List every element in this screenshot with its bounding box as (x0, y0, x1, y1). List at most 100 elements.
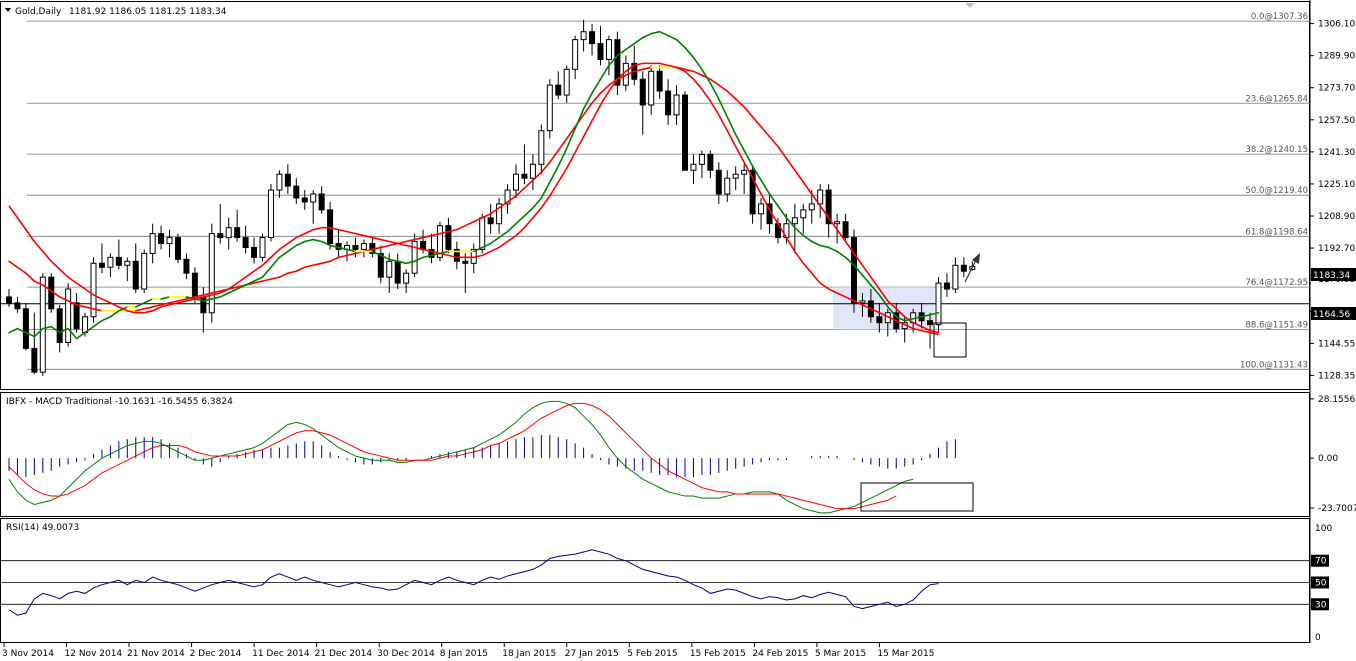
candle (673, 85, 680, 125)
price-tick-label: 1144.55 (1318, 339, 1355, 349)
candlesticks (6, 19, 976, 377)
fib-level-label: 76.4@1172.95 (1245, 278, 1308, 288)
rsi-series (8, 549, 939, 616)
candle (31, 312, 38, 375)
macd-tick-label: 0.00 (1318, 454, 1338, 464)
candle (56, 304, 63, 353)
macd-signal-line (8, 402, 897, 510)
candle (842, 213, 849, 242)
candle (149, 223, 156, 264)
price-axis: 1306.10 1289.90 1273.70 1257.50 1241.30 1225.… (1310, 20, 1355, 381)
fib-level-label: 100.0@1131.43 (1240, 360, 1308, 370)
macd-line (8, 400, 914, 514)
candle (470, 243, 477, 274)
fib-level-label: 61.8@1198.64 (1245, 227, 1308, 237)
candle (369, 237, 376, 258)
candle (335, 229, 342, 258)
price-title: Gold,Daily 1181.92 1186.05 1181.25 1183.… (5, 7, 227, 17)
candle (141, 249, 148, 293)
candle (318, 186, 325, 214)
fib-level-label: 23.6@1265.84 (1245, 94, 1308, 104)
candle (656, 65, 663, 100)
candle (39, 273, 46, 377)
candle (513, 164, 519, 198)
candle (597, 25, 604, 66)
candle (453, 241, 460, 270)
dropdown-triangle-icon (5, 8, 11, 12)
slow-moving-average (8, 66, 940, 334)
candle (690, 154, 697, 185)
candle (538, 124, 545, 175)
candle (546, 79, 553, 139)
candle (614, 31, 621, 96)
candle (504, 184, 511, 214)
candle (462, 253, 469, 293)
price-tick-label: 1225.10 (1318, 180, 1355, 190)
macd-axis: 28.1556 0.00 -23.7007 (1310, 395, 1356, 514)
date-tick-label: 5 Mar 2015 (815, 649, 866, 659)
candle (310, 190, 317, 224)
shift-marker-icon[interactable] (965, 3, 975, 8)
date-tick-label: 30 Dec 2014 (377, 649, 435, 659)
fast-ema-line (8, 62, 939, 336)
date-tick-label: 21 Dec 2014 (315, 649, 373, 659)
candle (208, 223, 215, 323)
candle (487, 203, 494, 234)
date-tick-label: 21 Nov 2014 (127, 649, 185, 659)
price-tick-label: 1208.90 (1318, 212, 1355, 222)
price-tick-label: 1241.30 (1318, 148, 1355, 158)
candle (496, 197, 503, 234)
candle (935, 277, 942, 333)
candle (665, 79, 672, 125)
candle (521, 144, 528, 185)
ohlc-readout: 1181.92 1186.05 1181.25 1183.34 (69, 7, 227, 17)
rsi-levels (1, 560, 1310, 605)
candle (242, 225, 249, 254)
candle (14, 296, 21, 313)
date-tick-label: 5 Feb 2015 (627, 649, 677, 659)
candle (183, 253, 190, 280)
candle (234, 209, 241, 242)
date-tick-label: 8 Jan 2015 (440, 649, 488, 659)
candle (580, 19, 587, 52)
candle (648, 65, 655, 115)
candle (943, 273, 950, 297)
candle (682, 91, 688, 171)
candle (394, 253, 401, 290)
macd-highlight-box (860, 482, 974, 512)
macd-panel-frame (0, 392, 1310, 517)
rsi-panel-frame (0, 518, 1310, 643)
price-tick-label: 1257.50 (1318, 116, 1355, 126)
candle (428, 233, 435, 264)
moving-averages (8, 30, 940, 340)
candle (158, 225, 165, 250)
macd-lines (8, 400, 914, 514)
fib-level-label: 0.0@1307.36 (1251, 12, 1308, 22)
candle (732, 166, 739, 191)
candle (276, 170, 283, 198)
support-price-label: 1164.56 (1313, 310, 1350, 320)
candle (327, 201, 334, 250)
fast-moving-average (8, 30, 940, 340)
candle (65, 283, 72, 347)
candle (73, 292, 80, 333)
candle (817, 184, 824, 218)
last-price-tag: 1183.34 (1311, 268, 1356, 281)
candle (217, 203, 224, 244)
fib-level-label: 50.0@1219.40 (1245, 186, 1308, 196)
candle (952, 257, 959, 293)
support-zone-highlight (833, 287, 935, 330)
date-tick-label: 11 Dec 2014 (252, 649, 310, 659)
candle (293, 178, 300, 204)
candle (445, 217, 452, 254)
trend-arrow-icon (964, 253, 980, 283)
rsi-tick-label: 50 (1315, 579, 1327, 589)
fib-level-label: 88.6@1151.49 (1245, 321, 1308, 331)
candle (175, 233, 181, 264)
price-tick-label: 1192.70 (1318, 244, 1355, 254)
candle (884, 308, 891, 337)
macd-tick-label: 28.1556 (1318, 395, 1355, 405)
candle (851, 229, 857, 313)
candle (563, 65, 570, 103)
